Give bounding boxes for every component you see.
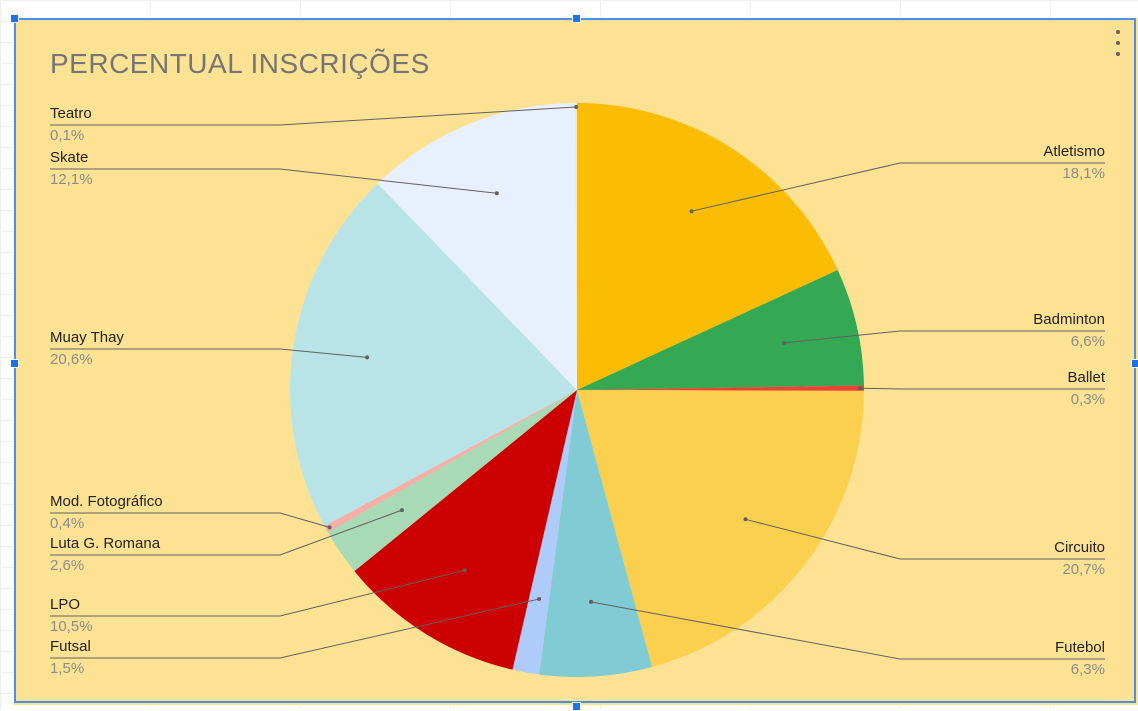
pie-slice-ballet[interactable]	[577, 385, 865, 391]
leader-dot-futsal	[537, 597, 542, 601]
pie-slice-circuito[interactable]	[577, 390, 864, 668]
slice-label-muay-thay: Muay Thay	[50, 329, 124, 346]
slice-value-circuito: 20,7%	[1062, 561, 1105, 578]
leader-line-mod-fotografico	[50, 512, 330, 528]
pie-slice-muay-thay[interactable]	[289, 183, 577, 527]
leader-dot-luta-g-romana	[399, 508, 404, 513]
slice-label-futsal: Futsal	[50, 638, 91, 655]
slice-value-futsal: 1,5%	[50, 660, 84, 677]
slice-label-skate: Skate	[50, 149, 88, 166]
slice-value-skate: 12,1%	[50, 171, 93, 188]
leader-dot-lpo	[462, 568, 467, 573]
slice-label-mod-fotografico: Mod. Fotográfico	[50, 493, 163, 510]
slice-label-luta-g-romana: Luta G. Romana	[50, 535, 161, 552]
slice-label-lpo: LPO	[50, 596, 80, 613]
leader-dot-mod-fotografico	[327, 525, 332, 530]
resize-handle-top-left[interactable]	[10, 14, 19, 23]
labels-layer: Atletismo 18,1% Badminton 6,6% Ballet 0,3% Cir…	[50, 105, 1106, 678]
leader-dot-atletismo	[689, 209, 694, 214]
slice-value-badminton: 6,6%	[1071, 333, 1105, 350]
pie-slice-mod-fotografico[interactable]	[324, 390, 577, 533]
slice-value-lpo: 10,5%	[50, 618, 93, 635]
resize-handle-left[interactable]	[10, 359, 19, 368]
leader-dot-teatro	[574, 105, 579, 109]
pie-slice-badminton[interactable]	[577, 270, 864, 390]
slice-label-futebol: Futebol	[1055, 639, 1105, 656]
slice-label-ballet: Ballet	[1067, 369, 1105, 386]
resize-handle-bottom[interactable]	[572, 702, 581, 711]
slice-value-atletismo: 18,1%	[1062, 165, 1105, 182]
slice-value-luta-g-romana: 2,6%	[50, 557, 84, 574]
leader-lines-layer	[50, 105, 1105, 660]
slice-value-muay-thay: 20,6%	[50, 351, 93, 368]
leader-dot-futebol	[589, 599, 593, 604]
leader-line-ballet	[859, 387, 1105, 390]
pie-slice-luta-g-romana[interactable]	[327, 390, 577, 572]
leader-line-badminton	[784, 330, 1105, 344]
slice-value-teatro: 0,1%	[50, 127, 84, 144]
leader-line-circuito	[745, 518, 1105, 560]
leader-line-skate	[50, 168, 497, 194]
slices-layer	[289, 103, 865, 678]
slice-value-futebol: 6,3%	[1071, 661, 1105, 678]
dot-icon	[1116, 29, 1120, 34]
leader-line-atletismo	[691, 162, 1105, 212]
slice-label-teatro: Teatro	[50, 105, 92, 122]
pie-slice-futsal[interactable]	[512, 390, 577, 675]
slice-value-ballet: 0,3%	[1071, 391, 1105, 408]
leader-dot-circuito	[743, 517, 748, 522]
leader-line-futsal	[50, 598, 540, 659]
dot-icon	[1116, 52, 1120, 57]
pie-slice-futebol[interactable]	[539, 390, 653, 678]
leader-dot-ballet	[858, 386, 862, 391]
leader-dot-muay-thay	[365, 355, 370, 360]
leader-line-lpo	[50, 569, 465, 617]
slice-label-atletismo: Atletismo	[1043, 143, 1105, 160]
chart-title: PERCENTUAL INSCRIÇÕES	[50, 48, 430, 79]
slice-label-badminton: Badminton	[1033, 311, 1105, 328]
leader-line-muay-thay	[50, 348, 368, 358]
pie-slice-lpo[interactable]	[354, 390, 577, 670]
leader-line-teatro	[50, 106, 577, 126]
slice-value-mod-fotografico: 0,4%	[50, 515, 84, 532]
dot-icon	[1116, 40, 1120, 45]
leader-line-futebol	[590, 601, 1105, 660]
resize-handle-top[interactable]	[572, 14, 581, 23]
resize-handle-right[interactable]	[1131, 359, 1138, 368]
leader-dot-skate	[494, 191, 499, 196]
pie-slice-teatro[interactable]	[575, 103, 577, 390]
pie-slice-atletismo[interactable]	[577, 103, 838, 390]
chart-menu-button[interactable]	[1108, 26, 1128, 60]
pie-slice-skate[interactable]	[377, 103, 577, 390]
leader-line-luta-g-romana	[50, 509, 403, 556]
slice-label-circuito: Circuito	[1054, 539, 1105, 556]
leader-dot-badminton	[782, 340, 787, 345]
